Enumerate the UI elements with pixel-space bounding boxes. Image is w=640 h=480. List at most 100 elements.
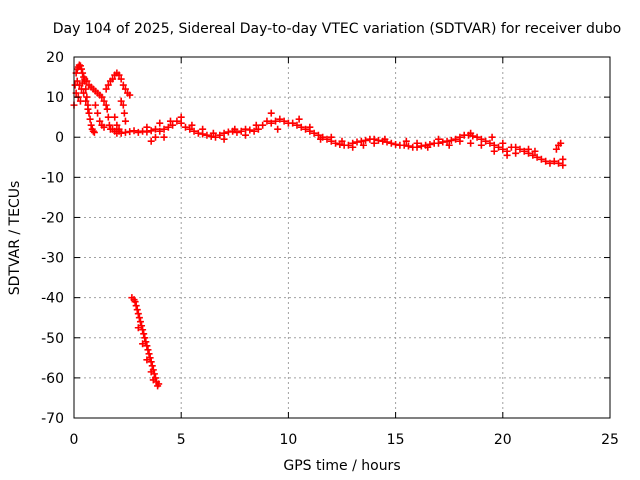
data-point xyxy=(424,143,432,151)
data-point xyxy=(90,128,98,136)
data-point xyxy=(121,85,129,93)
data-point xyxy=(87,121,95,129)
data-point xyxy=(78,85,86,93)
data-point xyxy=(254,125,262,133)
data-point xyxy=(181,123,189,131)
data-point xyxy=(113,121,121,129)
data-point xyxy=(297,123,305,131)
data-point xyxy=(199,125,207,133)
data-point xyxy=(120,109,128,117)
data-point xyxy=(289,119,297,127)
data-point xyxy=(139,326,147,334)
data-point xyxy=(78,65,86,73)
data-point xyxy=(155,380,163,388)
data-point xyxy=(102,101,110,109)
data-point xyxy=(145,350,153,358)
x-tick-label: 0 xyxy=(70,432,79,448)
data-point xyxy=(94,109,102,117)
data-point xyxy=(109,75,117,83)
data-point xyxy=(280,117,288,125)
data-point xyxy=(525,145,533,153)
data-point xyxy=(209,129,217,137)
data-point xyxy=(400,141,408,149)
data-point xyxy=(169,121,177,129)
data-point xyxy=(274,125,282,133)
data-point xyxy=(104,81,112,89)
data-point xyxy=(237,127,245,135)
data-point xyxy=(231,125,239,133)
data-point xyxy=(387,139,395,147)
data-point xyxy=(443,137,451,145)
grid-lines xyxy=(74,57,610,418)
data-point xyxy=(381,135,389,143)
data-point xyxy=(117,97,125,105)
y-tick-label: 10 xyxy=(46,90,64,106)
data-point xyxy=(194,129,202,137)
data-point xyxy=(327,133,335,141)
data-point xyxy=(314,131,322,139)
data-point xyxy=(156,127,164,135)
data-point xyxy=(96,117,104,125)
data-point xyxy=(490,141,498,149)
data-point xyxy=(276,115,284,123)
chart-title: Day 104 of 2025, Sidereal Day-to-day VTE… xyxy=(53,21,621,37)
data-point xyxy=(91,101,99,109)
data-point xyxy=(121,117,129,125)
data-point xyxy=(83,77,91,85)
data-point xyxy=(147,137,155,145)
data-point xyxy=(140,330,148,338)
data-point xyxy=(115,71,123,79)
y-tick-label: 0 xyxy=(55,130,64,146)
data-point xyxy=(302,125,310,133)
data-point xyxy=(293,121,301,129)
data-point xyxy=(503,151,511,159)
data-point xyxy=(486,139,494,147)
data-point xyxy=(134,310,142,318)
y-tick-label: 20 xyxy=(46,50,64,66)
x-tick-label: 10 xyxy=(279,432,297,448)
data-point xyxy=(100,123,108,131)
data-point xyxy=(434,135,442,143)
data-point xyxy=(104,113,112,121)
data-point xyxy=(272,117,280,125)
data-point xyxy=(203,131,211,139)
data-point xyxy=(552,145,560,153)
data-point xyxy=(452,135,460,143)
x-axis-title: GPS time / hours xyxy=(283,458,400,474)
data-points xyxy=(70,61,567,390)
data-point xyxy=(477,135,485,143)
data-point xyxy=(186,125,194,133)
data-point xyxy=(349,143,357,151)
data-point xyxy=(242,131,250,139)
x-tick-label: 15 xyxy=(387,432,405,448)
data-point xyxy=(139,340,147,348)
data-point xyxy=(173,117,181,125)
data-point xyxy=(467,129,475,137)
data-point xyxy=(126,128,134,136)
data-point xyxy=(499,145,507,153)
data-point xyxy=(531,147,539,155)
x-tick-labels: 0 5 10 15 20 25 xyxy=(70,432,619,448)
data-point xyxy=(477,141,485,149)
data-point xyxy=(550,157,558,165)
data-point xyxy=(402,137,410,145)
data-point xyxy=(147,358,155,366)
data-point xyxy=(190,127,198,135)
data-point xyxy=(306,123,314,131)
data-point xyxy=(537,155,545,163)
data-point xyxy=(392,140,400,148)
data-point xyxy=(105,121,113,129)
data-point xyxy=(447,136,455,144)
data-point xyxy=(250,127,258,135)
data-point xyxy=(413,139,421,147)
data-point xyxy=(188,121,196,129)
data-point xyxy=(246,126,254,134)
data-point xyxy=(100,97,108,105)
data-point xyxy=(370,139,378,147)
data-point xyxy=(89,127,97,135)
y-tick-label: -70 xyxy=(41,411,64,427)
data-point xyxy=(166,117,174,125)
data-point xyxy=(76,62,84,70)
data-point xyxy=(73,77,81,85)
data-point xyxy=(121,128,129,136)
